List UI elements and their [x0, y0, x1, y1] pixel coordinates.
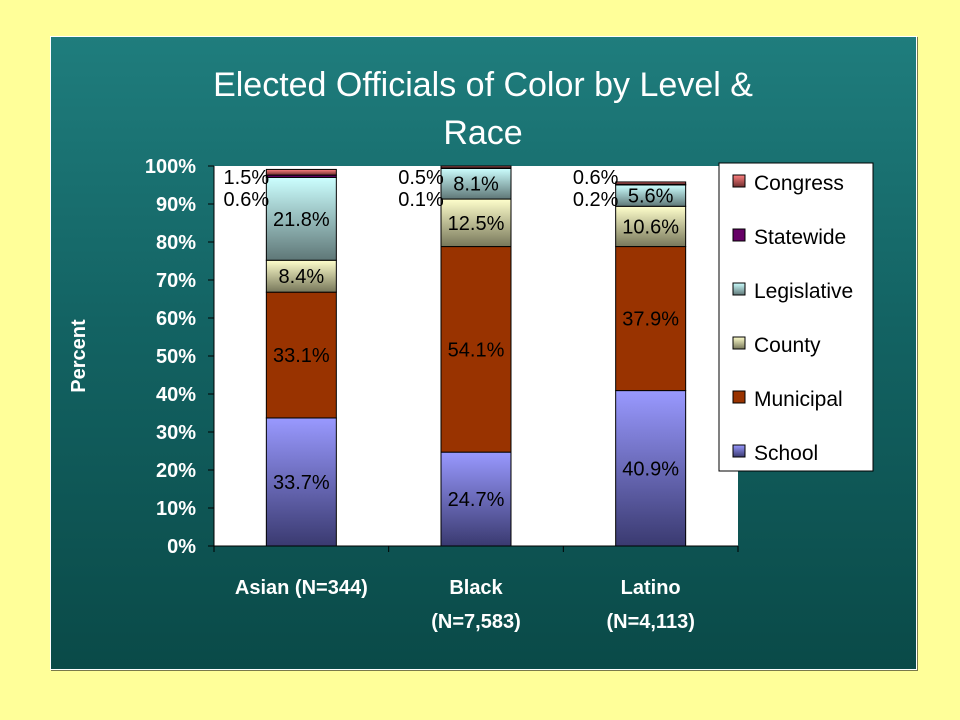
- y-tick-label: 30%: [156, 422, 196, 444]
- legend: Congress Statewide Legislative County Munici…: [718, 162, 874, 472]
- bar-stacks: [265, 165, 687, 547]
- data-label-congress: 1.5%: [224, 167, 270, 189]
- legend-swatch-congress: [732, 174, 746, 188]
- data-label-statewide: 0.1%: [398, 189, 444, 211]
- data-label-county: 12.5%: [448, 213, 505, 235]
- bar-municipal-1: [265, 291, 337, 419]
- data-labels: 33.7% 33.1% 8.4% 21.8% 24.7% 54.1% 12.5% 8.1% 40…: [224, 167, 680, 511]
- data-label-county: 10.6%: [622, 216, 679, 238]
- legend-swatch-statewide: [732, 228, 746, 242]
- x-category-label: Asian (N=344): [235, 577, 368, 599]
- x-category-label: (N=7,583): [431, 611, 521, 633]
- x-category-label: Latino: [621, 577, 681, 599]
- bar-county-3: [615, 205, 687, 248]
- bar-congress-2: [440, 165, 512, 169]
- y-tick-label: 0%: [167, 536, 196, 558]
- x-category-label: (N=4,113): [606, 611, 694, 633]
- legend-label-legislative: Legislative: [754, 280, 853, 303]
- y-tick-label: 50%: [156, 346, 196, 368]
- data-label-municipal: 33.1%: [273, 345, 330, 367]
- data-label-legislative: 21.8%: [273, 209, 330, 231]
- data-label-statewide: 0.6%: [224, 189, 270, 211]
- bar-congress-1: [265, 168, 337, 176]
- data-label-school: 33.7%: [273, 472, 330, 494]
- legend-label-county: County: [754, 334, 821, 357]
- data-label-congress: 0.5%: [398, 167, 444, 189]
- y-tick-label: 60%: [156, 308, 196, 330]
- bar-county-2: [440, 198, 512, 248]
- y-axis-label: Percent: [68, 319, 90, 393]
- legend-swatch-school: [732, 444, 746, 458]
- data-label-school: 40.9%: [622, 458, 679, 480]
- legend-swatch-municipal: [732, 390, 746, 404]
- bar-municipal-2: [440, 246, 512, 453]
- y-tick-label: 10%: [156, 498, 196, 520]
- y-tick-label: 70%: [156, 270, 196, 292]
- bar-legislative-1: [265, 176, 337, 261]
- data-label-legislative: 8.1%: [453, 174, 499, 196]
- y-tick-label: 40%: [156, 384, 196, 406]
- data-label-congress: 0.6%: [573, 167, 619, 189]
- bar-school-2: [440, 451, 512, 547]
- data-label-legislative: 5.6%: [628, 186, 674, 208]
- data-label-municipal: 54.1%: [448, 339, 505, 361]
- data-label-municipal: 37.9%: [622, 309, 679, 331]
- data-label-county: 8.4%: [279, 266, 325, 288]
- legend-swatch-legislative: [732, 282, 746, 296]
- y-tick-label: 90%: [156, 194, 196, 216]
- bar-school-1: [265, 417, 337, 547]
- y-tick-label: 20%: [156, 460, 196, 482]
- y-tick-label: 80%: [156, 232, 196, 254]
- legend-box: [718, 162, 874, 472]
- x-category-label: Black: [449, 577, 503, 599]
- data-label-statewide: 0.2%: [573, 189, 619, 211]
- bar-municipal-3: [615, 246, 687, 392]
- y-tick-label: 100%: [145, 156, 196, 178]
- legend-label-congress: Congress: [754, 172, 844, 195]
- legend-swatch-county: [732, 336, 746, 350]
- y-axis: 0% 10% 20% 30% 40% 50% 60% 70% 80% 90% 100%: [145, 156, 215, 558]
- chart-title-line-2: Race: [443, 114, 522, 152]
- x-axis: Asian (N=344) Black (N=7,583) Latino (N=4,11…: [213, 545, 739, 633]
- bar-legislative-2: [440, 167, 512, 200]
- bar-school-3: [615, 390, 687, 547]
- legend-label-school: School: [754, 442, 818, 465]
- data-label-school: 24.7%: [448, 489, 505, 511]
- bar-congress-3: [615, 181, 687, 185]
- legend-label-municipal: Municipal: [754, 388, 843, 411]
- bar-county-1: [265, 259, 337, 293]
- legend-label-statewide: Statewide: [754, 226, 846, 249]
- chart-title-line-1: Elected Officials of Color by Level &: [213, 66, 753, 104]
